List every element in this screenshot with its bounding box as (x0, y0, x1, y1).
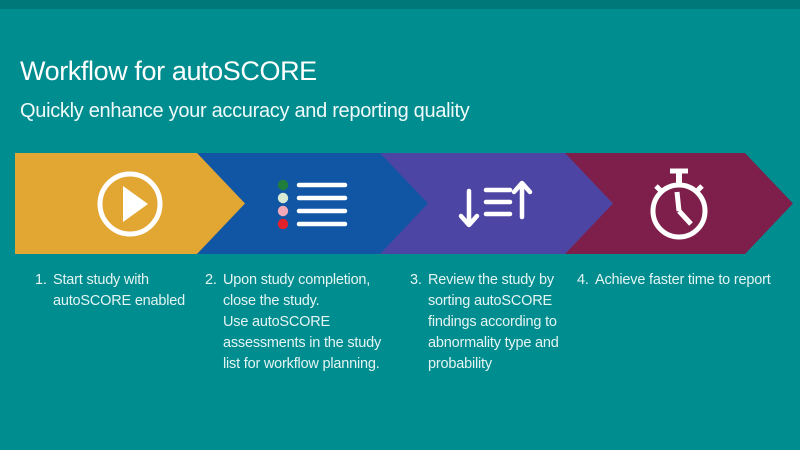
step-4-caption-text: Achieve faster time to report (595, 272, 771, 288)
top-accent-bar (0, 0, 800, 9)
workflow-step-1-arrow (15, 153, 245, 254)
page-title: Workflow for autoSCORE (20, 56, 317, 86)
list-dot-red (277, 218, 287, 228)
step-2-caption-text: Upon study completion, close the study. … (223, 272, 381, 372)
list-dot-pink (277, 205, 287, 215)
list-dot-pale-green (277, 192, 287, 202)
stopwatch-icon (646, 167, 712, 241)
step-4-caption: 4. Achieve faster time to report (577, 270, 797, 291)
step-3-caption-text: Review the study by sorting autoSCORE fi… (428, 272, 559, 372)
step-2-number: 2. (205, 272, 217, 288)
play-icon (96, 170, 164, 238)
step-3-number: 3. (410, 272, 422, 288)
list-icon (277, 179, 349, 229)
sort-icon (458, 178, 536, 230)
step-3-caption: 3. Review the study by sorting autoSCORE… (410, 270, 585, 375)
step-1-number: 1. (35, 272, 47, 288)
step-1-caption: 1. Start study with autoSCORE enabled (35, 270, 220, 312)
step-2-caption: 2. Upon study completion, close the stud… (205, 270, 410, 375)
step-1-caption-text: Start study with autoSCORE enabled (53, 272, 186, 309)
list-dot-green (277, 179, 287, 189)
page-subtitle: Quickly enhance your accuracy and report… (20, 100, 470, 122)
step-4-number: 4. (577, 272, 589, 288)
